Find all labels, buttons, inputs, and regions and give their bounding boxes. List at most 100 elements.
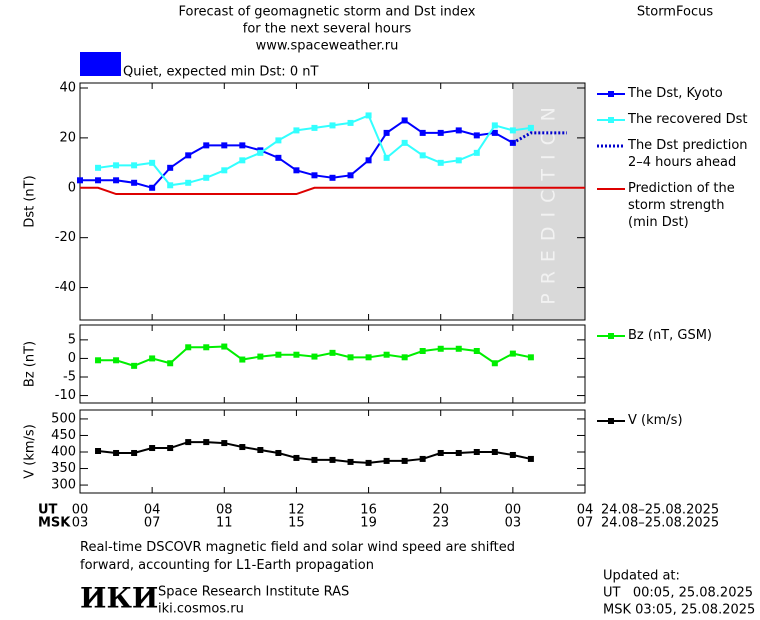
data-point	[329, 456, 336, 463]
data-point	[455, 345, 462, 352]
data-point	[95, 357, 102, 364]
data-point	[311, 353, 318, 360]
data-point	[311, 172, 318, 179]
data-point	[113, 449, 120, 456]
data-point	[455, 449, 462, 456]
institute: Space Research Institute RAS	[158, 585, 349, 600]
legend-label: Bz (nT, GSM)	[628, 328, 713, 343]
data-point	[419, 348, 426, 354]
data-point	[365, 157, 372, 164]
data-point	[113, 357, 120, 364]
data-point	[329, 122, 336, 129]
data-point	[275, 154, 282, 161]
data-point	[437, 129, 444, 136]
data-point	[185, 152, 192, 159]
data-point	[239, 157, 246, 164]
data-point	[419, 455, 426, 462]
x-tick-label: 04	[144, 503, 161, 518]
data-point	[203, 174, 210, 181]
data-point	[167, 445, 174, 452]
x-tick-label: 16	[360, 503, 377, 518]
y-tick-label: 300	[51, 478, 76, 493]
data-point	[347, 458, 354, 465]
footer-note: Real-time DSCOVR magnetic field and sola…	[80, 540, 516, 573]
data-point	[95, 164, 102, 171]
data-point	[401, 457, 408, 464]
data-point	[167, 164, 174, 171]
data-point	[491, 448, 498, 455]
updated-msk: MSK 03:05, 25.08.2025	[603, 603, 755, 618]
x-tick-label: 12	[288, 503, 305, 518]
y-tick-label: 400	[51, 444, 76, 459]
plot-frame	[79, 82, 586, 321]
status-label: Quiet, expected min Dst: 0 nT	[123, 65, 318, 80]
y-tick-label: 0	[68, 180, 76, 195]
x2-axis-label: MSK	[38, 516, 71, 531]
data-point	[239, 444, 246, 451]
y-tick-label: 20	[59, 130, 76, 145]
data-point	[491, 129, 498, 136]
data-point	[257, 447, 264, 454]
data-point	[473, 132, 480, 139]
brand: StormFocus	[637, 5, 713, 20]
series-line	[80, 186, 585, 196]
data-point	[509, 451, 516, 458]
y-tick-label: 500	[51, 411, 76, 426]
data-point	[203, 344, 210, 351]
data-point	[473, 448, 480, 455]
data-point	[311, 456, 318, 463]
x-date-range: 24.08–25.08.2025	[601, 503, 719, 518]
legend-label: The Dst, Kyoto	[628, 86, 723, 101]
data-point	[293, 167, 300, 174]
data-point	[527, 455, 534, 462]
y-axis-label: Bz (nT)	[23, 341, 38, 387]
data-point	[113, 177, 120, 184]
data-point	[95, 177, 102, 184]
data-point	[455, 127, 462, 134]
website: iki.cosmos.ru	[158, 602, 244, 617]
data-point	[203, 439, 210, 446]
data-point	[185, 179, 192, 186]
data-point	[149, 159, 156, 166]
data-point	[401, 139, 408, 146]
data-point	[329, 349, 336, 356]
data-point	[491, 360, 498, 367]
legend-marker	[608, 117, 614, 123]
updated-ut: UT 00:05, 25.08.2025	[603, 586, 753, 601]
band-label: PREDICTION	[537, 98, 559, 305]
data-point	[527, 354, 534, 361]
x-axis-label: UT	[38, 503, 58, 518]
data-point	[401, 117, 408, 124]
updated-label: Updated at:	[603, 569, 680, 584]
x-tick-label: 20	[432, 503, 449, 518]
legend-marker	[608, 333, 614, 339]
legend-label: Prediction of the storm strength (min Ds…	[628, 181, 735, 230]
series-line	[512, 131, 567, 145]
y-tick-label: 40	[59, 80, 76, 95]
data-point	[131, 449, 138, 456]
source: www.spaceweather.ru	[256, 39, 399, 54]
y-axis-label: V (km/s)	[23, 424, 38, 479]
plot-frame	[79, 324, 586, 404]
logo: ИКИ	[80, 582, 158, 615]
data-point	[509, 127, 516, 134]
data-point	[185, 344, 192, 351]
data-point	[329, 174, 336, 181]
data-point	[383, 351, 390, 358]
data-point	[473, 348, 480, 354]
data-point	[239, 356, 246, 363]
data-point	[275, 449, 282, 456]
y-tick-label: -10	[55, 388, 76, 403]
data-point	[419, 129, 426, 136]
data-point	[167, 360, 174, 367]
x2-tick-label: 23	[432, 516, 449, 531]
x-tick-label: 04	[577, 503, 594, 518]
data-point	[365, 459, 372, 466]
data-point	[293, 454, 300, 461]
y-tick-label: 0	[68, 351, 76, 366]
x2-tick-label: 11	[216, 516, 233, 531]
data-point	[293, 127, 300, 134]
x2-tick-label: 03	[72, 516, 89, 531]
title: Forecast of geomagnetic storm and Dst in…	[178, 5, 475, 20]
data-point	[473, 149, 480, 156]
